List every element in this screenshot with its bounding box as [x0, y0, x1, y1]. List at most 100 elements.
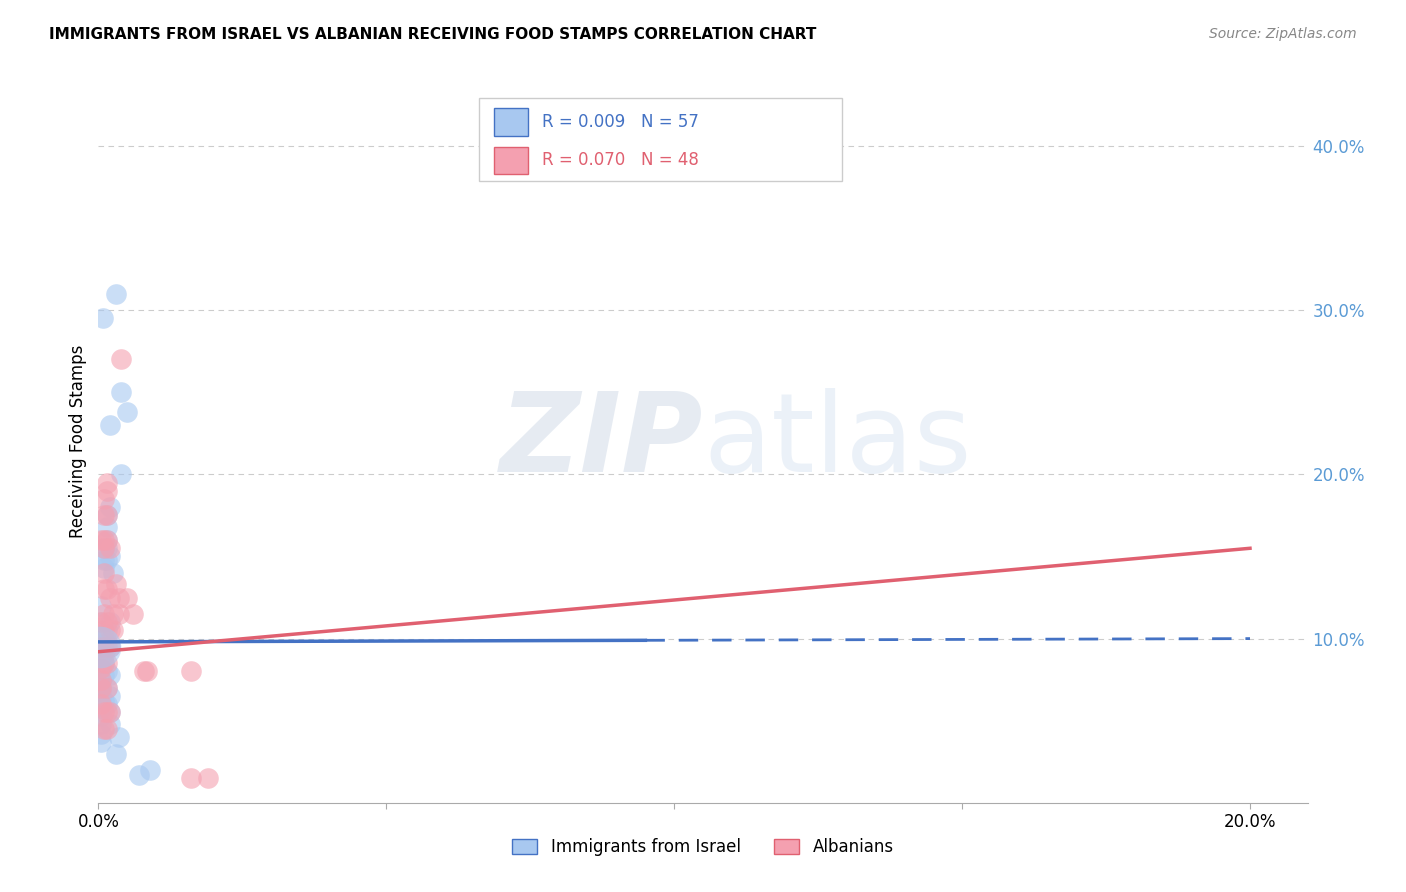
Point	[96, 553, 118, 567]
Point	[90, 673, 112, 687]
Point	[96, 520, 118, 534]
Legend: Immigrants from Israel, Albanians: Immigrants from Israel, Albanians	[506, 831, 900, 863]
Point	[122, 607, 145, 621]
Text: R = 0.009   N = 57: R = 0.009 N = 57	[543, 113, 699, 131]
Point	[93, 561, 115, 575]
Point	[90, 727, 112, 741]
Point	[96, 541, 118, 556]
Point	[90, 679, 112, 693]
Point	[134, 665, 156, 679]
Point	[93, 694, 115, 708]
Point	[90, 533, 112, 547]
Point	[90, 700, 112, 714]
Point	[93, 657, 115, 671]
Point	[96, 508, 118, 523]
Point	[101, 624, 124, 638]
Point	[96, 665, 118, 679]
Point	[93, 640, 115, 654]
Point	[90, 599, 112, 613]
Point	[96, 475, 118, 490]
Point	[110, 352, 132, 367]
Point	[93, 624, 115, 638]
Point	[90, 708, 112, 723]
Text: atlas: atlas	[703, 388, 972, 495]
Point	[98, 640, 121, 654]
Point	[96, 533, 118, 547]
Point	[93, 657, 115, 671]
Point	[107, 730, 129, 744]
Point	[96, 722, 118, 736]
Point	[96, 582, 118, 597]
Point	[93, 722, 115, 736]
Point	[96, 706, 118, 720]
Text: R = 0.070   N = 48: R = 0.070 N = 48	[543, 152, 699, 169]
Point	[90, 640, 112, 654]
Point	[197, 771, 219, 785]
Point	[93, 648, 115, 662]
Point	[93, 607, 115, 621]
Point	[90, 673, 112, 687]
Point	[98, 500, 121, 515]
Point	[98, 640, 121, 654]
Point	[93, 566, 115, 580]
Point	[96, 508, 118, 523]
Bar	[494, 109, 527, 136]
Point	[96, 483, 118, 498]
Point	[139, 763, 162, 777]
Point	[93, 706, 115, 720]
Point	[93, 553, 115, 567]
Point	[90, 661, 112, 675]
Point	[90, 684, 112, 698]
Point	[93, 541, 115, 556]
Point	[90, 615, 112, 630]
Point	[96, 615, 118, 630]
Point	[104, 577, 127, 591]
Point	[93, 667, 115, 681]
Point	[90, 692, 112, 706]
Point	[98, 549, 121, 564]
Bar	[494, 147, 527, 174]
Point	[115, 591, 138, 605]
Point	[98, 624, 121, 638]
Point	[93, 533, 115, 547]
Point	[90, 636, 112, 650]
Point	[136, 665, 159, 679]
Text: IMMIGRANTS FROM ISRAEL VS ALBANIAN RECEIVING FOOD STAMPS CORRELATION CHART: IMMIGRANTS FROM ISRAEL VS ALBANIAN RECEI…	[49, 27, 817, 42]
Point	[90, 661, 112, 675]
Point	[180, 771, 202, 785]
Point	[110, 467, 132, 482]
Bar	[479, 98, 842, 181]
Point	[104, 747, 127, 761]
Point	[110, 385, 132, 400]
Point	[96, 640, 118, 654]
Point	[98, 418, 121, 433]
Point	[93, 632, 115, 646]
Point	[98, 706, 121, 720]
Point	[90, 615, 112, 630]
Point	[180, 665, 202, 679]
Point	[96, 624, 118, 638]
Text: ZIP: ZIP	[499, 388, 703, 495]
Point	[96, 533, 118, 547]
Point	[90, 651, 112, 665]
Point	[104, 286, 127, 301]
Point	[98, 717, 121, 731]
Point	[98, 689, 121, 703]
Point	[98, 706, 121, 720]
Point	[93, 541, 115, 556]
Point	[107, 607, 129, 621]
Point	[96, 657, 118, 671]
Point	[89, 640, 111, 654]
Text: Source: ZipAtlas.com: Source: ZipAtlas.com	[1209, 27, 1357, 41]
Point	[90, 717, 112, 731]
Point	[90, 681, 112, 695]
Point	[91, 311, 114, 326]
Point	[101, 566, 124, 580]
Y-axis label: Receiving Food Stamps: Receiving Food Stamps	[69, 345, 87, 538]
Point	[90, 735, 112, 749]
Point	[98, 591, 121, 605]
Point	[93, 508, 115, 523]
Point	[107, 591, 129, 605]
Point	[128, 768, 150, 782]
Point	[98, 615, 121, 630]
